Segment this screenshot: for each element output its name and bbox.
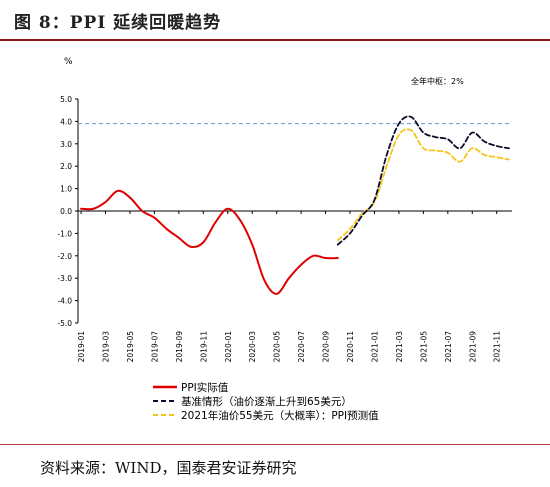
figure-header: 图 8：PPI 延续回暖趋势 <box>0 0 550 41</box>
title-divider <box>0 39 550 41</box>
x-tick-label: 2019-05 <box>126 331 135 363</box>
x-tick-label: 2021-01 <box>370 331 379 363</box>
x-tick-label: 2019-07 <box>150 331 159 363</box>
y-tick-label: 1.0 <box>60 185 72 194</box>
x-tick-label: 2019-11 <box>199 331 208 363</box>
x-tick-label: 2020-09 <box>322 331 331 363</box>
x-tick-label: 2020-03 <box>248 331 257 363</box>
y-tick-label: 2.0 <box>60 162 72 171</box>
x-tick-label: 2019-09 <box>175 331 184 363</box>
series-line-1 <box>80 189 339 295</box>
ppi-line-chart: % 5.0 4.0 3.0 2.0 1.0 0.0 -1.0 -2.0 -3.0 -4.0 -5.0 2… <box>57 57 512 422</box>
legend-label-1: PPI实际值 <box>181 381 229 394</box>
y-tick-label: 3.0 <box>60 140 72 149</box>
y-tick-label: -5.0 <box>57 319 72 328</box>
x-tick-label: 2021-03 <box>395 331 404 363</box>
x-tick-label: 2021-05 <box>419 331 428 363</box>
source-divider <box>0 444 550 445</box>
legend-label-3: 2021年油价55美元（大概率）：PPI预测值 <box>181 409 379 422</box>
x-tick-label: 2020-05 <box>273 331 282 363</box>
reference-line-label: 全年中枢：2% <box>411 76 464 86</box>
y-tick-label: -4.0 <box>57 297 72 306</box>
x-tick-label: 2019-03 <box>102 331 111 363</box>
x-tick-label: 2021-11 <box>493 331 502 363</box>
series-line-2 <box>336 115 510 246</box>
series-line-3 <box>336 128 510 242</box>
chart-plot-area: 全年中枢：2% <box>78 76 512 295</box>
figure-title: 图 8：PPI 延续回暖趋势 <box>14 13 222 33</box>
x-tick-label: 2021-09 <box>468 331 477 363</box>
y-tick-label: -3.0 <box>57 274 72 283</box>
y-tick-label: 0.0 <box>60 207 72 216</box>
y-tick-label: 5.0 <box>60 95 72 104</box>
y-axis-unit-label: % <box>64 57 73 67</box>
x-tick-label: 2020-11 <box>346 331 355 363</box>
chart-axes: % 5.0 4.0 3.0 2.0 1.0 0.0 -1.0 -2.0 -3.0 -4.0 -5.0 2… <box>57 57 512 362</box>
y-tick-label: 4.0 <box>60 117 72 126</box>
legend-label-2: 基准情形（油价逐渐上升到65美元） <box>181 395 352 408</box>
y-tick-label: -2.0 <box>57 252 72 261</box>
x-tick-label: 2021-07 <box>444 331 453 363</box>
x-tick-label: 2019-01 <box>77 331 86 363</box>
y-tick-label: -1.0 <box>57 229 72 238</box>
chart-legend: PPI实际值基准情形（油价逐渐上升到65美元）2021年油价55美元（大概率）：… <box>153 381 379 422</box>
x-tick-label: 2020-01 <box>224 331 233 363</box>
x-tick-label: 2020-07 <box>297 331 306 363</box>
figure-source: 资料来源：WIND，国泰君安证券研究 <box>40 459 297 477</box>
